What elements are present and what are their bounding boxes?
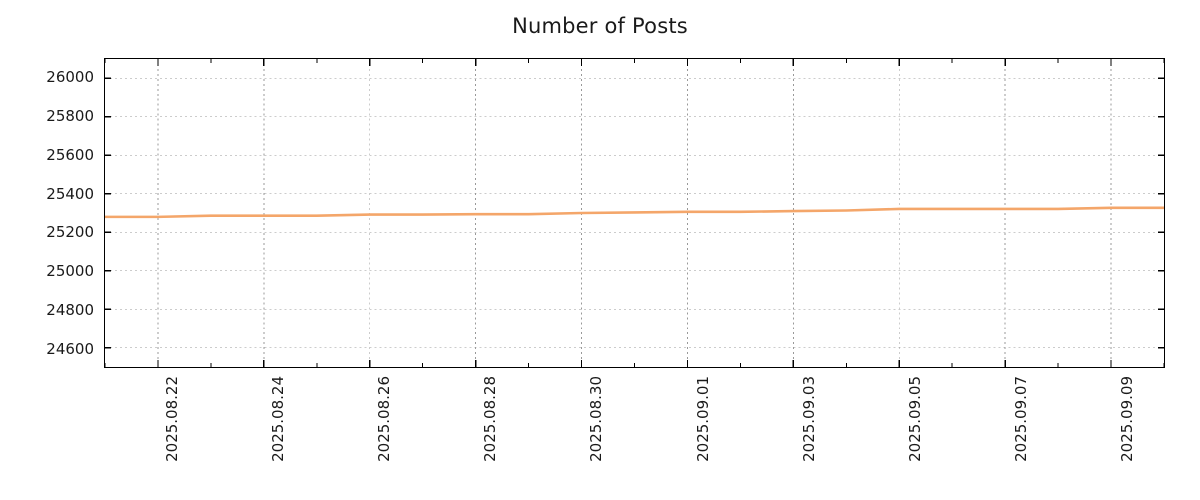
- x-axis-tick-label: 2025.09.03: [799, 376, 818, 462]
- x-axis-tick-label: 2025.08.26: [375, 376, 394, 462]
- y-axis-tick-label: 25600: [46, 145, 94, 164]
- x-axis-tick-label: 2025.08.22: [163, 376, 182, 462]
- y-axis-tick-label: 24600: [46, 339, 94, 358]
- gridlines: [105, 59, 1164, 367]
- y-axis-tick-label: 25000: [46, 262, 94, 281]
- axis-tick-marks: [104, 59, 1165, 367]
- x-axis-tick-labels: 2025.08.22 2025.08.24 2025.08.26 2025.08.28…: [104, 368, 1165, 500]
- x-axis-tick-label: 2025.08.28: [481, 376, 500, 462]
- data-series-line: [105, 206, 1164, 219]
- y-axis-tick-label: 26000: [46, 68, 94, 87]
- x-axis-tick-label: 2025.09.09: [1117, 376, 1136, 462]
- x-axis-tick-label: 2025.09.07: [1011, 376, 1030, 462]
- x-axis-tick-label: 2025.09.05: [905, 376, 924, 462]
- x-axis-tick-label: 2025.08.24: [269, 376, 288, 462]
- y-axis-tick-label: 25800: [46, 107, 94, 126]
- x-axis-tick-label: 2025.08.30: [587, 376, 606, 462]
- y-axis-tick-label: 25400: [46, 184, 94, 203]
- y-axis-tick-label: 24800: [46, 300, 94, 319]
- y-axis-tick-labels: 24600 24800 25000 25200 25400 25600 25800 26000: [0, 58, 94, 368]
- plot-area: [104, 58, 1165, 368]
- x-axis-tick-label: 2025.09.01: [693, 376, 712, 462]
- y-axis-tick-label: 25200: [46, 223, 94, 242]
- page-title: Number of Posts: [512, 14, 688, 38]
